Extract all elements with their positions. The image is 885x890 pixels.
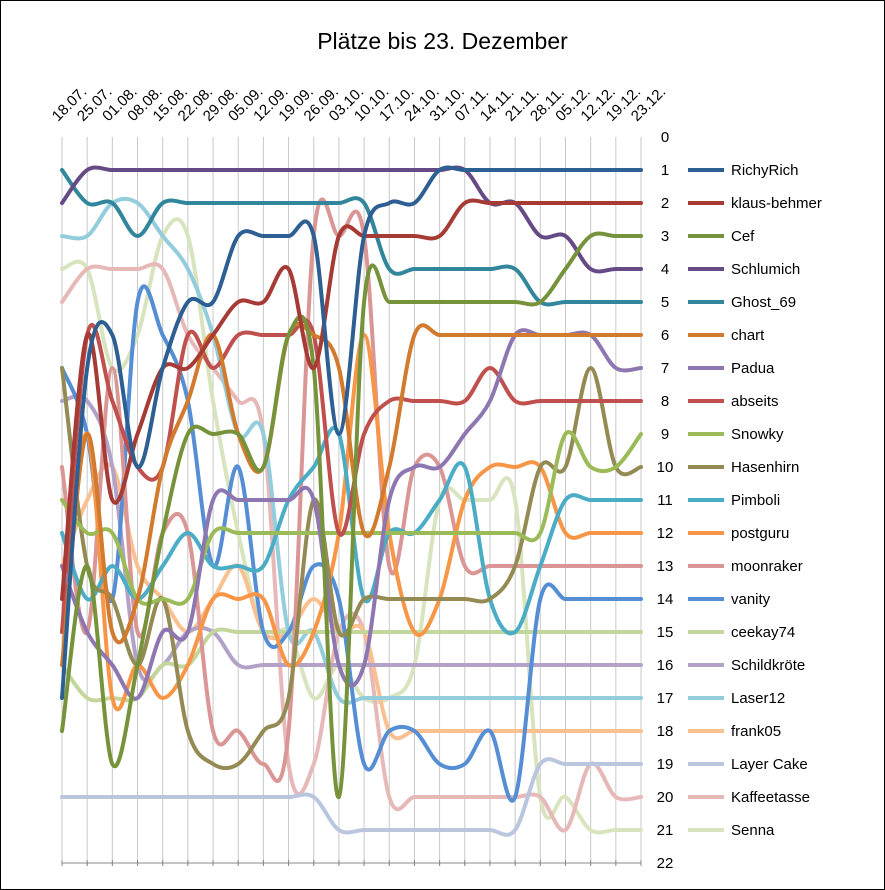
series-line-richyrich <box>60 165 643 700</box>
series-line-ceekay74 <box>60 627 643 703</box>
y-tick-label: 3 <box>661 228 669 245</box>
legend-label: ceekay74 <box>731 624 795 641</box>
y-tick-label: 21 <box>657 822 674 839</box>
legend-label: Pimboli <box>731 492 780 509</box>
legend-label: klaus-behmer <box>731 195 822 212</box>
legend-label: Snowky <box>731 426 784 443</box>
legend-label: Schlumich <box>731 261 800 278</box>
y-tick-label: 13 <box>657 558 674 575</box>
series-lines <box>60 165 643 837</box>
legend-label: vanity <box>731 591 771 608</box>
legend-label: Cef <box>731 228 755 245</box>
y-tick-label: 6 <box>661 327 669 344</box>
y-tick-label: 22 <box>657 855 674 872</box>
y-tick-label: 20 <box>657 789 674 806</box>
x-axis-labels: 18.07.25.07.01.08.08.08.15.08.22.08.29.0… <box>49 83 670 125</box>
legend-label: Layer Cake <box>731 756 808 773</box>
legend-label: Laser12 <box>731 690 785 707</box>
series-line-hasenhirn <box>60 366 643 771</box>
legend-label: moonraker <box>731 558 803 575</box>
y-tick-label: 18 <box>657 723 674 740</box>
legend-label: abseits <box>731 393 779 410</box>
series-line-postguru <box>60 333 643 712</box>
y-tick-label: 19 <box>657 756 674 773</box>
legend-label: Hasenhirn <box>731 459 799 476</box>
legend-label: postguru <box>731 525 789 542</box>
legend-label: Padua <box>731 360 775 377</box>
y-tick-label: 5 <box>661 294 669 311</box>
series-line-schlumich <box>60 165 643 274</box>
legend-label: Ghost_69 <box>731 294 796 311</box>
y-tick-label: 12 <box>657 525 674 542</box>
y-tick-label: 2 <box>661 195 669 212</box>
legend-label: Kaffeetasse <box>731 789 810 806</box>
legend-label: frank05 <box>731 723 781 740</box>
series-line-cef <box>60 231 643 800</box>
y-tick-label: 17 <box>657 690 674 707</box>
chart-title: Plätze bis 23. Dezember <box>317 28 568 54</box>
series-line-pimboli <box>60 425 643 636</box>
y-tick-label: 15 <box>657 624 674 641</box>
y-tick-label: 14 <box>657 591 674 608</box>
y-tick-label: 11 <box>657 492 673 509</box>
series-line-layer-cake <box>60 757 643 837</box>
legend-label: RichyRich <box>731 162 799 179</box>
y-tick-label: 16 <box>657 657 674 674</box>
y-tick-label: 1 <box>661 162 669 179</box>
y-tick-label: 7 <box>661 360 669 377</box>
y-tick-label: 0 <box>661 129 669 146</box>
y-tick-label: 8 <box>661 393 669 410</box>
legend: RichyRich klaus-behmer Cef Schlumich Ghost_6… <box>688 162 822 839</box>
legend-label: Schildkröte <box>731 657 805 674</box>
series-line-vanity <box>60 284 643 803</box>
legend-label: Senna <box>731 822 775 839</box>
y-tick-label: 10 <box>657 459 674 476</box>
y-tick-label: 4 <box>661 261 669 278</box>
series-line-laser12 <box>60 196 643 705</box>
y-tick-label: 9 <box>661 426 669 443</box>
legend-label: chart <box>731 327 765 344</box>
